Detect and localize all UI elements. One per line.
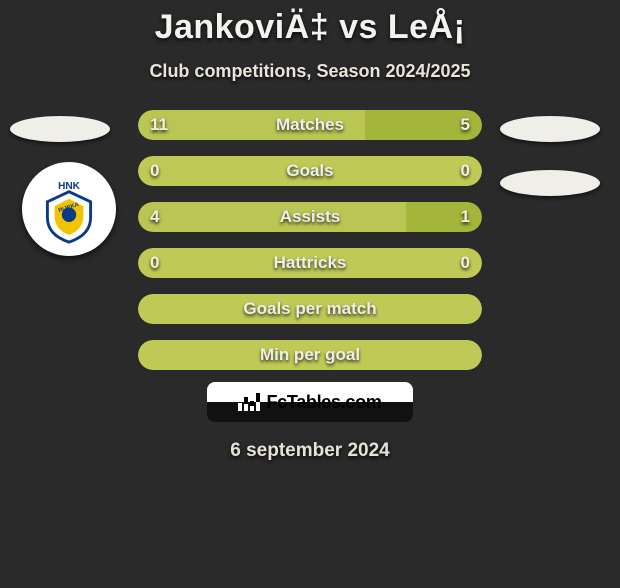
bar-chart-icon xyxy=(238,393,260,411)
ellipse-icon xyxy=(500,116,600,142)
stat-bar: Goals00 xyxy=(138,156,482,186)
player1-club-badge: HNK RIJEKA xyxy=(22,162,116,256)
stat-value-player2: 0 xyxy=(461,156,470,186)
stat-bar: Assists41 xyxy=(138,202,482,232)
player2-silhouette xyxy=(500,116,600,196)
stat-bar: Min per goal xyxy=(138,340,482,370)
stat-value-player1: 0 xyxy=(150,248,159,278)
svg-text:HNK: HNK xyxy=(58,181,81,192)
stat-value-player1: 0 xyxy=(150,156,159,186)
bar-fill-player1 xyxy=(138,110,365,140)
stat-bar: Goals per match xyxy=(138,294,482,324)
stat-bar: Matches115 xyxy=(138,110,482,140)
page-title: JankoviÄ‡ vs LeÅ¡ xyxy=(0,8,620,47)
snapshot-date: 6 september 2024 xyxy=(0,440,620,462)
ellipse-icon xyxy=(10,116,110,142)
stat-value-player2: 0 xyxy=(461,248,470,278)
bar-fill-full xyxy=(138,248,482,278)
stat-value-player2: 1 xyxy=(461,202,470,232)
fctables-label: FcTables.com xyxy=(266,392,381,412)
player1-silhouette xyxy=(10,116,110,142)
stat-value-player2: 5 xyxy=(461,110,470,140)
bar-fill-full xyxy=(138,294,482,324)
stat-value-player1: 4 xyxy=(150,202,159,232)
competition-subtitle: Club competitions, Season 2024/2025 xyxy=(0,61,620,82)
bar-fill-player1 xyxy=(138,202,406,232)
rijeka-badge-icon: HNK RIJEKA xyxy=(33,173,105,245)
bar-fill-full xyxy=(138,156,482,186)
bar-fill-player2 xyxy=(406,202,482,232)
stats-bars: Matches115Goals00Assists41Hattricks00Goa… xyxy=(138,110,482,386)
stat-bar: Hattricks00 xyxy=(138,248,482,278)
fctables-badge: FcTables.com xyxy=(207,382,413,422)
stat-value-player1: 11 xyxy=(150,110,168,140)
bar-fill-full xyxy=(138,340,482,370)
ellipse-icon xyxy=(500,170,600,196)
